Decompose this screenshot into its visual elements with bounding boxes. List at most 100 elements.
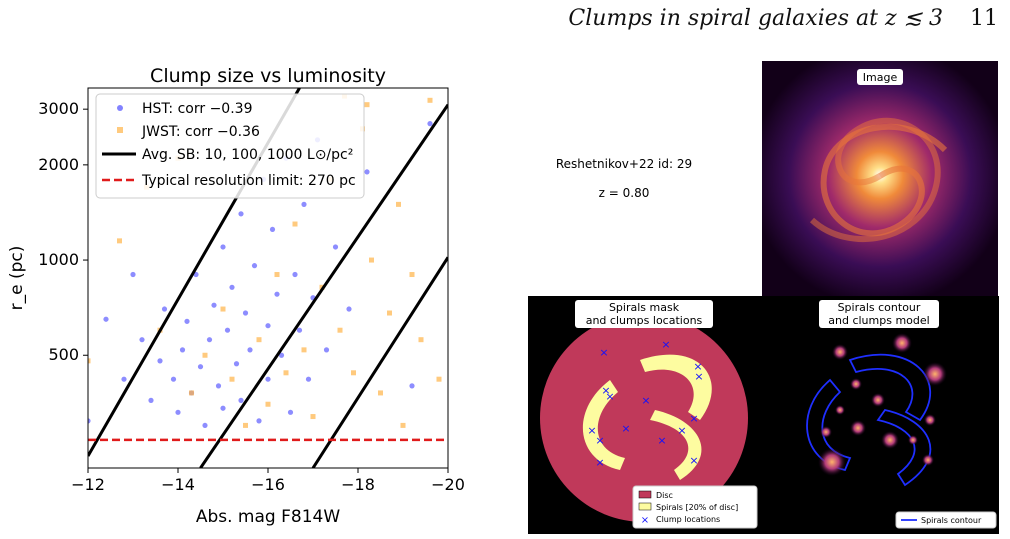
clump-model xyxy=(908,435,918,445)
galaxy-id: Reshetnikov+22 id: 29 xyxy=(556,157,692,171)
hst-point xyxy=(296,327,303,333)
spiral-contour xyxy=(876,408,932,487)
hst-point xyxy=(103,316,109,322)
jwst-point xyxy=(351,370,356,376)
hst-point xyxy=(148,397,154,403)
jwst-point xyxy=(220,306,226,312)
legend-spirals-swatch xyxy=(638,502,652,511)
hst-point xyxy=(265,376,271,382)
jwst-point xyxy=(427,97,433,103)
sb-line xyxy=(199,103,448,468)
image-title-box xyxy=(857,69,903,85)
hst-point xyxy=(220,405,226,411)
galaxy-spiral-arm xyxy=(809,117,941,243)
chart-title: Clump size vs luminosity xyxy=(150,65,386,87)
hst-point xyxy=(256,418,262,424)
jwst-point xyxy=(436,376,442,382)
mask-title-line1: Spirals mask xyxy=(609,301,680,314)
clump-location-marker: × xyxy=(605,390,614,403)
spiral-contour xyxy=(806,378,852,472)
legend-box xyxy=(95,93,365,199)
y-tick-label: 3000 xyxy=(38,99,79,118)
x-axis: −12 −14 −16 −18 −20 xyxy=(71,468,465,494)
clump-location-marker: × xyxy=(689,454,698,467)
hst-point xyxy=(139,337,145,343)
legend-resolution-label: Typical resolution limit: 270 pc xyxy=(141,173,356,189)
galaxy-image xyxy=(762,61,998,299)
running-head-title: Clumps in spiral galaxies at z ≲ 3 xyxy=(568,6,943,31)
jwst-point xyxy=(364,102,370,108)
jwst-point xyxy=(387,310,392,316)
spiral-contour xyxy=(848,353,932,422)
hst-point xyxy=(206,337,213,343)
y-tick-label: 1000 xyxy=(38,250,79,269)
hst-point xyxy=(364,169,370,175)
x-tick-label: −20 xyxy=(431,475,465,494)
jwst-point xyxy=(418,337,424,343)
clump-location-marker: × xyxy=(587,424,596,437)
spiral-region xyxy=(640,354,712,420)
clump-location-marker: × xyxy=(595,434,604,447)
jwst-point xyxy=(229,376,235,382)
clump-markers: ×××××× ×××××××× × xyxy=(587,338,703,469)
clump-location-marker: × xyxy=(599,346,608,359)
jwst-point xyxy=(202,352,208,358)
chart-legend: HST: corr −0.39 JWST: corr −0.36 Avg. SB… xyxy=(95,93,365,199)
clump-model xyxy=(871,393,885,407)
hst-point xyxy=(184,318,190,324)
hst-point xyxy=(197,364,204,370)
disc-region xyxy=(540,314,748,522)
jwst-point xyxy=(88,358,91,364)
hst-point xyxy=(242,310,249,316)
clump-model xyxy=(850,420,866,436)
clump-location-marker: × xyxy=(621,422,630,435)
hst-point xyxy=(265,323,271,329)
hst-point xyxy=(215,383,222,389)
jwst-point xyxy=(301,347,307,353)
legend-clump-label: Clump locations xyxy=(656,515,720,524)
clump-model xyxy=(835,405,845,415)
clump-location-marker: × xyxy=(595,456,604,469)
image-title: Image xyxy=(863,71,898,84)
legend-disc-label: Disc xyxy=(656,491,673,500)
legend-hst-marker xyxy=(117,105,123,111)
jwst-point xyxy=(256,337,262,343)
hst-point xyxy=(121,376,127,382)
hst-point xyxy=(88,418,91,424)
jwst-point xyxy=(369,257,374,263)
clump-location-marker: × xyxy=(693,360,702,373)
jwst-point xyxy=(337,327,343,333)
jwst-point xyxy=(310,414,316,420)
x-axis-label: Abs. mag F814W xyxy=(196,507,340,527)
clump-model xyxy=(922,454,934,466)
hst-point xyxy=(346,306,352,312)
jwst-point xyxy=(292,221,298,227)
hst-point xyxy=(229,284,235,290)
hst-point xyxy=(287,409,294,415)
legend-jwst-label: JWST: corr −0.36 xyxy=(141,124,260,140)
x-tick-label: −14 xyxy=(161,475,195,494)
spirals-mask-panel: ×××××× ×××××××× × Spirals mask and clumps … xyxy=(528,296,761,534)
hst-point xyxy=(427,121,433,127)
hst-point xyxy=(238,211,244,217)
clump-location-marker: × xyxy=(677,424,686,437)
y-axis: 500 1000 2000 3000 xyxy=(38,99,88,364)
mask-legend-box xyxy=(632,485,758,529)
hst-point xyxy=(301,201,307,207)
jwst-point xyxy=(117,238,122,244)
mask-title-box xyxy=(575,300,713,328)
hst-point xyxy=(332,244,339,250)
clump-model xyxy=(850,378,862,390)
hst-point xyxy=(233,361,240,367)
legend-disc-swatch xyxy=(638,490,652,499)
spirals-contour-panel: Spirals contour and clumps model Spirals… xyxy=(761,296,999,534)
hst-point xyxy=(323,347,330,353)
galaxy-image-panel: Image xyxy=(762,61,998,299)
clump-model xyxy=(881,431,899,449)
jwst-point xyxy=(283,370,289,376)
jwst-point xyxy=(400,422,406,428)
hst-point xyxy=(238,397,244,403)
jwst-point xyxy=(265,401,271,407)
legend-jwst-marker xyxy=(117,127,123,133)
clump-model xyxy=(923,362,947,386)
